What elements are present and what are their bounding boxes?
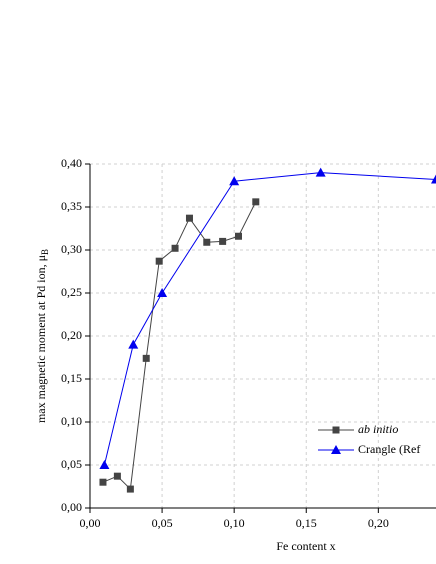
marker — [128, 339, 139, 349]
y-tick-label: 0,05 — [61, 457, 82, 471]
marker — [252, 198, 260, 206]
x-tick-label: 0,05 — [152, 516, 173, 530]
y-tick-label: 0,20 — [61, 328, 82, 342]
marker — [315, 167, 326, 177]
legend-label: ab initio — [358, 422, 398, 436]
x-axis-label: Fe content x — [276, 539, 335, 553]
marker — [99, 460, 110, 469]
series-line — [103, 172, 436, 466]
marker — [229, 176, 240, 186]
marker — [332, 426, 340, 434]
marker — [155, 257, 163, 265]
x-tick-label: 0,10 — [224, 516, 245, 530]
marker — [219, 237, 227, 245]
legend-label: Crangle (Ref — [358, 442, 420, 456]
series-line — [102, 201, 257, 491]
y-tick-label: 0,00 — [61, 500, 82, 514]
marker — [431, 174, 436, 184]
marker — [234, 232, 242, 240]
y-axis-label-text: max magnetic moment at Pd ion, μ — [34, 255, 48, 423]
y-tick-label: 0,35 — [61, 199, 82, 213]
marker — [142, 354, 150, 362]
x-tick-label: 0,15 — [296, 516, 317, 530]
marker — [203, 238, 211, 246]
x-tick-label: 0,00 — [80, 516, 101, 530]
marker — [157, 288, 168, 297]
marker — [99, 478, 107, 486]
marker — [331, 445, 341, 454]
y-tick-label: 0,15 — [61, 371, 82, 385]
y-tick-label: 0,25 — [61, 285, 82, 299]
y-tick-label: 0,40 — [61, 156, 82, 170]
x-tick-label: 0,20 — [368, 516, 389, 530]
marker — [185, 214, 193, 222]
marker — [113, 472, 121, 480]
y-tick-label: 0,30 — [61, 242, 82, 256]
plot-area — [99, 167, 436, 493]
marker — [126, 485, 134, 493]
y-axis-label-subscript: B — [40, 249, 50, 255]
y-tick-label: 0,10 — [61, 414, 82, 428]
y-axis-label: max magnetic moment at Pd ion, μB — [34, 249, 50, 423]
marker — [171, 244, 179, 252]
